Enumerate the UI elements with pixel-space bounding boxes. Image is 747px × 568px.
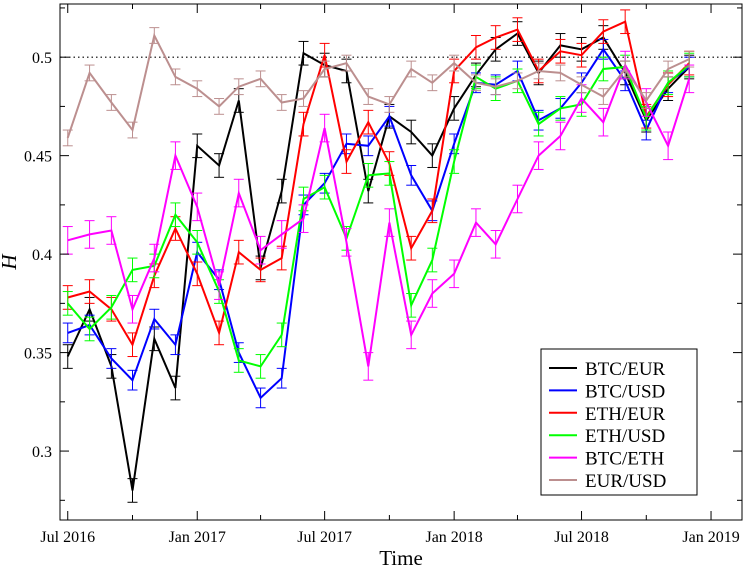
- legend-label: ETH/USD: [585, 426, 665, 447]
- x-tick-label: Jul 2017: [297, 529, 352, 546]
- y-tick-label: 0.4: [32, 247, 52, 264]
- y-tick-label: 0.3: [32, 444, 52, 461]
- series-line: [66, 32, 690, 139]
- series-layer: [62, 9, 695, 503]
- legend-label: BTC/ETH: [585, 449, 664, 470]
- plot-area-frame: [59, 3, 743, 521]
- legend-box: [540, 348, 698, 496]
- legend-label: EUR/USD: [585, 471, 666, 492]
- legend-label: BTC/USD: [585, 381, 665, 402]
- y-tick-label: 0.35: [24, 346, 52, 363]
- series-eth-eur: [62, 9, 695, 358]
- x-tick-label: Jan 2019: [682, 529, 739, 546]
- series-btc-eth: [62, 50, 695, 381]
- y-axis-label: H: [0, 253, 21, 271]
- y-tick-label: 0.5: [32, 50, 52, 67]
- x-tick-label: Jan 2017: [169, 529, 226, 546]
- axis-ticks: Jul 2016 Jan 2017 Jul 2017 Jan 2018 Jul 2018…: [24, 4, 742, 546]
- series-line: [66, 32, 690, 491]
- series-line: [67, 20, 690, 348]
- series-line: [67, 62, 691, 367]
- legend-label: ETH/EUR: [585, 404, 666, 425]
- x-tick-label: Jul 2016: [40, 529, 95, 546]
- x-tick-label: Jan 2018: [425, 529, 482, 546]
- series-line: [66, 64, 690, 368]
- x-tick-label: Jul 2018: [554, 529, 609, 546]
- x-axis-label: Time: [379, 546, 423, 568]
- y-tick-label: 0.45: [24, 149, 52, 166]
- series-eur-usd: [62, 27, 695, 147]
- legend: BTC/EURBTC/USDETH/EURETH/USDBTC/ETHEUR/U…: [540, 348, 698, 496]
- legend-label: BTC/EUR: [585, 359, 666, 380]
